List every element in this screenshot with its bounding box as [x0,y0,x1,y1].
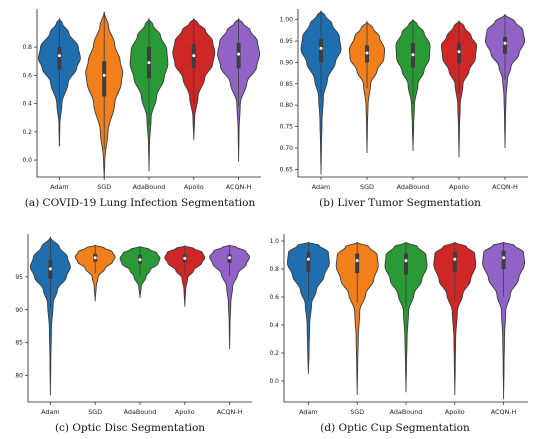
y-tick-label: 80 [15,373,23,380]
y-tick-label: 0.6 [22,72,32,79]
caption-covid-lung: (a) COVID-19 Lung Infection Segmentation [24,197,256,209]
violin-sgd [335,241,379,396]
y-tick-label: 95 [15,274,23,281]
x-tick-label: SGD [350,408,364,416]
x-tick-label: SGD [360,183,374,191]
y-tick-label: 1.0 [269,238,279,245]
median-apollo [453,257,457,261]
iqr-box-sgd [355,253,360,274]
iqr-box-adabound [404,253,408,275]
y-tick-label: 1.00 [280,17,294,24]
y-tick-label: 0.90 [280,59,294,66]
y-tick-label: 90 [15,307,23,314]
iqr-box-apollo [452,252,457,272]
axis-frame [283,234,528,403]
iqr-box-adam [319,38,323,63]
x-tick-label: AdaBound [133,183,166,191]
median-adabound [147,61,151,65]
violin-apollo [433,241,477,396]
x-tick-label: Adam [312,183,330,191]
iqr-box-acqn-h [503,36,507,54]
y-tick-label: 0.75 [280,124,294,131]
x-tick-label: AdaBound [397,183,430,191]
caption-optic-cup: (d) Optic Cup Segmentation [320,422,470,434]
median-adabound [138,258,142,262]
y-tick-label: 0.95 [280,38,294,45]
x-tick-label: ACQN-H [491,408,517,416]
x-tick-label: Apollo [449,183,469,191]
x-tick-label: AdaBound [390,408,423,416]
x-tick-label: Apollo [445,408,465,416]
x-tick-label: Adam [50,183,68,191]
median-apollo [192,54,196,58]
x-tick-label: Apollo [175,408,195,416]
median-sgd [355,259,359,263]
chart-optic-disc: 80 85 90 95 Adam SGD AdaBound Apollo ACQN-H [15,234,252,416]
y-tick-label: 0.8 [269,266,279,273]
median-sgd [365,51,369,55]
chart-covid-lung: 0.0 0.2 0.4 0.6 0.8 Adam SGD AdaBound Apollo ACQN… [22,9,261,191]
axis-frame [297,9,528,178]
violin-acqn-h [209,244,251,350]
chart-optic-cup: 0.0 0.2 0.4 0.6 0.8 1.0 Adam SGD AdaBound Apollo A… [269,234,528,416]
median-sgd [93,256,97,260]
x-tick-label: AdaBound [124,408,157,416]
median-adabound [411,53,415,57]
y-tick-label: 0.70 [280,145,294,152]
x-tick-label: Apollo [184,183,204,191]
y-tick-label: 0.6 [269,294,279,301]
y-tick-label: 0.4 [269,322,279,329]
median-sgd [102,73,106,77]
median-adabound [404,259,408,263]
x-tick-label: Adam [299,408,317,416]
median-apollo [457,50,461,54]
y-tick-label: 0.4 [22,101,32,108]
violin-acqn-h [482,241,526,400]
median-adam [57,54,61,58]
y-tick-label: 85 [15,340,23,347]
violin-adabound [384,241,428,393]
y-tick-label: 0.0 [22,157,32,164]
x-tick-label: SGD [97,183,111,191]
x-tick-label: Adam [41,408,59,416]
y-tick-label: 0.65 [280,166,294,173]
axis-frame [27,234,252,403]
median-apollo [183,256,187,260]
y-tick-label: 0.2 [269,350,279,357]
iqr-box-sgd [102,61,107,97]
median-acqn-h [228,256,232,260]
axis-frame [36,9,261,178]
y-tick-label: 0.8 [22,44,32,51]
x-tick-label: SGD [88,408,102,416]
chart-liver-tumor: 0.65 0.70 0.75 0.80 0.85 0.90 0.95 1.00 Adam SGD A… [280,9,528,191]
median-adam [306,257,310,261]
caption-optic-disc: (c) Optic Disc Segmentation [54,422,206,434]
y-tick-label: 0.0 [269,378,279,385]
y-tick-label: 0.85 [280,81,294,88]
median-acqn-h [503,41,507,45]
iqr-box-acqn-h [501,250,506,269]
y-tick-label: 0.80 [280,102,294,109]
median-adam [48,267,52,271]
caption-liver-tumor: (b) Liver Tumor Segmentation [319,197,481,209]
median-acqn-h [237,52,241,56]
iqr-box-adam [306,252,311,272]
median-adam [319,46,323,50]
y-tick-label: 0.2 [22,129,32,136]
violin-adam [29,236,71,396]
median-acqn-h [502,256,506,260]
x-tick-label: ACQN-H [492,183,518,191]
iqr-box-adam [57,47,62,70]
violin-adam [286,241,330,375]
x-tick-label: ACQN-H [217,408,243,416]
x-tick-label: ACQN-H [226,183,252,191]
